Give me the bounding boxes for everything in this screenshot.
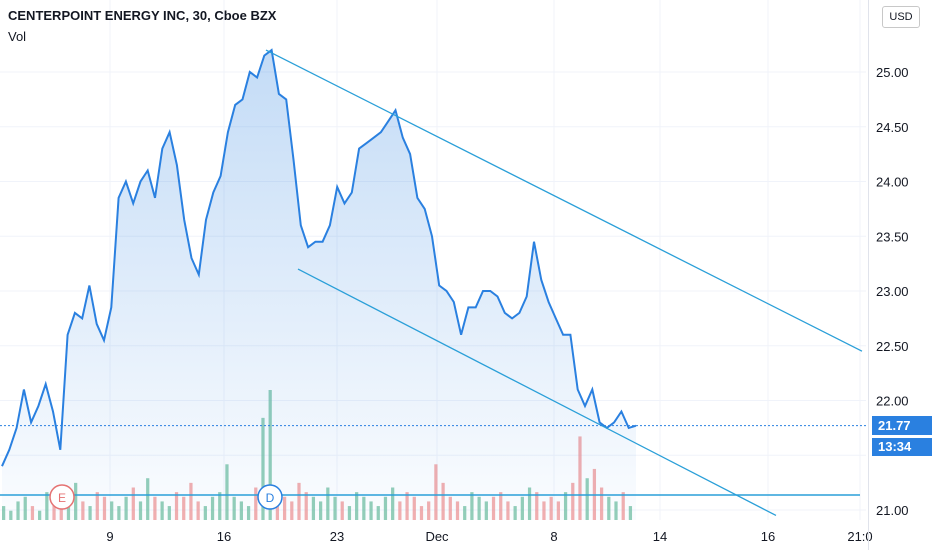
price-axis-labels: 25.00 24.50 24.00 23.50 23.00 22.50 22.00 21.00 xyxy=(876,65,909,518)
price-line xyxy=(1,48,637,467)
event-marker-d[interactable]: D xyxy=(257,484,283,510)
time-tick-label: 16 xyxy=(761,529,775,544)
time-axis-labels: 9 16 23 Dec 8 14 16 21:0 xyxy=(106,529,872,544)
time-tick-label: 23 xyxy=(330,529,344,544)
price-tick-label: 22.00 xyxy=(876,394,909,409)
price-tick-label: 23.00 xyxy=(876,284,909,299)
price-scale-divider xyxy=(868,0,869,550)
time-tick-label: 8 xyxy=(550,529,557,544)
event-marker-label: E xyxy=(58,491,66,505)
chart-title: CENTERPOINT ENERGY INC, 30, Cboe BZX xyxy=(8,8,277,23)
price-tick-label: 21.00 xyxy=(876,503,909,518)
price-area xyxy=(2,50,636,520)
price-tick-label: 22.50 xyxy=(876,339,909,354)
price-tick-label: 24.00 xyxy=(876,175,909,190)
price-tick-label: 23.50 xyxy=(876,229,909,244)
trendline-upper xyxy=(265,49,863,352)
time-tick-label: Dec xyxy=(425,529,449,544)
trendline-lower xyxy=(297,268,777,517)
time-tick-label: 21:0 xyxy=(847,529,872,544)
last-price-badge: 21.77 xyxy=(872,416,932,435)
time-tick-label: 16 xyxy=(217,529,231,544)
time-tick-label: 9 xyxy=(106,529,113,544)
countdown-badge: 13:34 xyxy=(872,438,932,456)
price-tick-label: 24.50 xyxy=(876,120,909,135)
price-tick-label: 25.00 xyxy=(876,65,909,80)
currency-button[interactable]: USD xyxy=(882,6,920,28)
event-marker-label: D xyxy=(266,491,275,505)
volume-indicator-label[interactable]: Vol xyxy=(8,29,27,44)
time-tick-label: 14 xyxy=(653,529,667,544)
trend-lines xyxy=(265,49,863,517)
event-marker-e[interactable]: E xyxy=(49,484,75,510)
